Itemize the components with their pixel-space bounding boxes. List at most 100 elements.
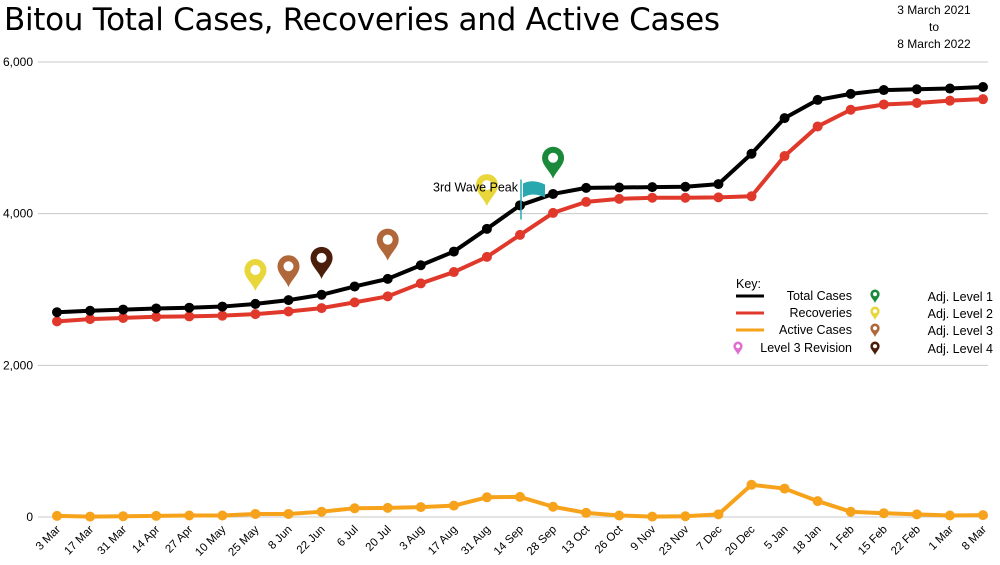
- wave-peak-label: 3rd Wave Peak: [433, 181, 519, 195]
- x-tick-label: 20 Jul: [364, 524, 394, 554]
- x-tick-label: 31 Aug: [459, 524, 493, 558]
- x-tick-label: 5 Jan: [762, 524, 790, 552]
- series-lines: [52, 82, 988, 522]
- data-point: [217, 301, 228, 312]
- legend-label: Recoveries: [789, 306, 852, 320]
- x-tick-label: 20 Dec: [723, 523, 757, 557]
- y-tick-label: 0: [26, 510, 33, 524]
- y-tick-label: 6,000: [3, 55, 33, 69]
- legend-entry-adj-level-3: Adj. Level 3: [870, 323, 993, 338]
- x-tick-label: 31 Mar: [95, 524, 129, 558]
- data-point: [283, 306, 294, 317]
- flag-icon: [520, 179, 545, 220]
- data-point: [779, 151, 790, 162]
- x-tick-label: 8 Mar: [960, 524, 989, 553]
- legend-label: Adj. Level 4: [928, 342, 993, 356]
- data-point: [515, 200, 525, 211]
- date-range-to: to: [928, 20, 939, 34]
- data-point: [548, 501, 559, 512]
- data-point: [812, 121, 823, 132]
- data-point: [316, 303, 327, 314]
- data-point: [713, 509, 724, 520]
- data-point: [118, 304, 129, 315]
- x-tick-label: 18 Jan: [791, 524, 824, 557]
- legend-label: Level 3 Revision: [760, 341, 852, 355]
- y-tick-label: 2,000: [3, 358, 33, 372]
- data-point: [448, 246, 459, 257]
- x-tick-label: 9 Nov: [629, 523, 659, 553]
- data-point: [448, 500, 459, 511]
- data-point: [581, 196, 592, 207]
- y-tick-label: 4,000: [3, 207, 33, 221]
- data-point: [349, 503, 360, 514]
- legend-label: Total Cases: [787, 289, 852, 303]
- data-point: [481, 492, 492, 503]
- x-tick-label: 3 Aug: [398, 524, 427, 553]
- marker-adj-level-3-icon: [376, 228, 399, 261]
- x-tick-label: 27 Apr: [163, 524, 195, 556]
- marker-adj-level-2-icon: [244, 259, 267, 292]
- data-point: [250, 298, 261, 309]
- data-point: [316, 289, 327, 300]
- y-axis-ticks: 0 2,000 4,000 6,000: [3, 55, 33, 524]
- data-point: [283, 295, 294, 306]
- legend-entry-recoveries: Recoveries: [736, 306, 852, 320]
- marker-adj-level-3-icon: [277, 255, 300, 288]
- data-point: [680, 181, 691, 192]
- data-point: [878, 99, 889, 110]
- data-point: [978, 82, 988, 93]
- data-point: [481, 223, 492, 234]
- data-point: [647, 192, 658, 203]
- annotations: 3rd Wave Peak: [433, 179, 545, 220]
- data-point: [382, 273, 393, 284]
- data-point: [118, 312, 129, 323]
- data-point: [184, 510, 195, 521]
- data-point: [283, 508, 294, 519]
- adj-level-pin-icon: [870, 289, 880, 303]
- data-point: [680, 511, 691, 522]
- data-point: [349, 281, 360, 292]
- data-point: [382, 291, 393, 302]
- x-tick-label: 28 Sep: [525, 524, 559, 558]
- data-point: [812, 94, 823, 105]
- x-tick-label: 14 Apr: [130, 524, 162, 556]
- data-point: [548, 207, 559, 218]
- data-point: [581, 507, 592, 518]
- data-point: [779, 113, 790, 124]
- x-tick-label: 13 Oct: [560, 523, 593, 556]
- data-point: [713, 192, 724, 203]
- data-point: [746, 479, 757, 490]
- x-tick-label: 10 May: [193, 523, 228, 558]
- data-point: [184, 311, 195, 322]
- legend-label: Active Cases: [779, 323, 852, 337]
- wave-peak-annotation: 3rd Wave Peak: [433, 179, 545, 220]
- data-point: [415, 260, 426, 271]
- data-point: [614, 510, 625, 521]
- data-point: [845, 104, 856, 115]
- data-point: [52, 307, 62, 318]
- adj-level-pin-icon: [870, 341, 880, 355]
- marker-adj-level-2-icon: [475, 174, 498, 207]
- marker-adj-level-4-icon: [310, 246, 333, 279]
- data-point: [349, 297, 360, 308]
- x-tick-label: 17 Aug: [426, 524, 460, 558]
- data-point: [878, 85, 889, 96]
- data-point: [85, 305, 96, 316]
- data-point: [85, 511, 96, 522]
- adj-level-pin-icon: [870, 323, 880, 337]
- data-point: [151, 510, 162, 521]
- data-point: [515, 229, 525, 240]
- legend-label: Adj. Level 2: [928, 307, 993, 321]
- legend-entry-adj-level-1: Adj. Level 1: [870, 289, 993, 304]
- date-range-start: 3 March 2021: [897, 3, 971, 17]
- data-point: [415, 278, 426, 289]
- data-point: [151, 303, 162, 314]
- legend-entry-level-3-revision: Level 3 Revision: [733, 341, 852, 355]
- data-point: [911, 97, 922, 108]
- data-point: [911, 509, 922, 520]
- data-point: [151, 311, 162, 322]
- data-point: [746, 148, 757, 159]
- data-point: [382, 502, 393, 513]
